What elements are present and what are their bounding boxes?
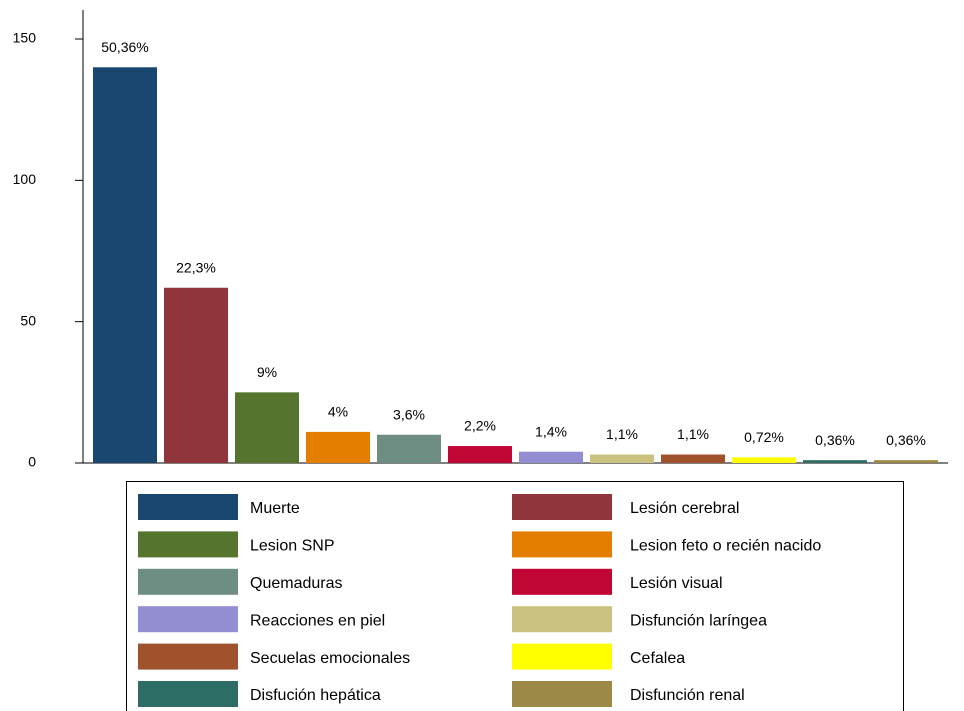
value-label: 0,72%	[744, 429, 784, 445]
value-label: 1,1%	[677, 426, 709, 442]
legend-swatch	[138, 681, 238, 707]
value-label: 1,4%	[535, 423, 567, 439]
value-label: 0,36%	[815, 432, 855, 448]
value-label: 50,36%	[101, 39, 148, 55]
value-label: 4%	[328, 404, 348, 420]
value-label: 2,2%	[464, 418, 496, 434]
bar	[93, 67, 157, 464]
bar	[874, 460, 938, 463]
legend-label: Lesión visual	[630, 575, 723, 592]
legend-label: Disfución hepática	[250, 687, 381, 704]
legend-swatch	[138, 606, 238, 633]
value-label: 1,1%	[606, 426, 638, 442]
bar	[519, 451, 583, 463]
bar	[590, 454, 654, 463]
legend-label: Lesion SNP	[250, 538, 335, 555]
value-label: 3,6%	[393, 406, 425, 422]
y-tick-label: 100	[13, 171, 37, 187]
legend-label: Cefalea	[630, 650, 685, 667]
bar	[661, 454, 725, 463]
bar	[377, 434, 441, 463]
legend-label: Lesion feto o recién nacido	[630, 538, 821, 555]
legend-label: Muerte	[250, 500, 300, 517]
legend-label: Reacciones en piel	[250, 612, 385, 629]
legend-label: Secuelas emocionales	[250, 650, 410, 667]
y-tick-label: 150	[13, 30, 37, 46]
bar	[732, 457, 796, 463]
bar	[306, 431, 370, 463]
legend-swatch	[138, 531, 238, 558]
legend-swatch	[512, 681, 612, 707]
legend-swatch	[512, 606, 612, 633]
legend-swatch	[512, 494, 612, 520]
legend-swatch	[138, 568, 238, 595]
legend-label: Quemaduras	[250, 575, 343, 592]
bar	[448, 446, 512, 463]
bar	[235, 392, 299, 463]
legend-label: Disfunción renal	[630, 687, 745, 704]
value-label: 0,36%	[886, 432, 926, 448]
y-tick-label: 50	[20, 312, 36, 328]
legend-swatch	[512, 643, 612, 670]
bar	[803, 460, 867, 463]
value-label: 9%	[257, 364, 277, 380]
legend-swatch	[138, 643, 238, 670]
legend-label: Lesión cerebral	[630, 500, 739, 517]
legend-swatch	[138, 494, 238, 520]
legend-label: Disfunción laríngea	[630, 612, 767, 629]
legend-box	[126, 481, 904, 711]
bar	[164, 287, 228, 463]
legend-swatch	[512, 531, 612, 558]
value-label: 22,3%	[176, 259, 216, 275]
legend-swatch	[512, 568, 612, 595]
y-tick-label: 0	[28, 454, 36, 470]
